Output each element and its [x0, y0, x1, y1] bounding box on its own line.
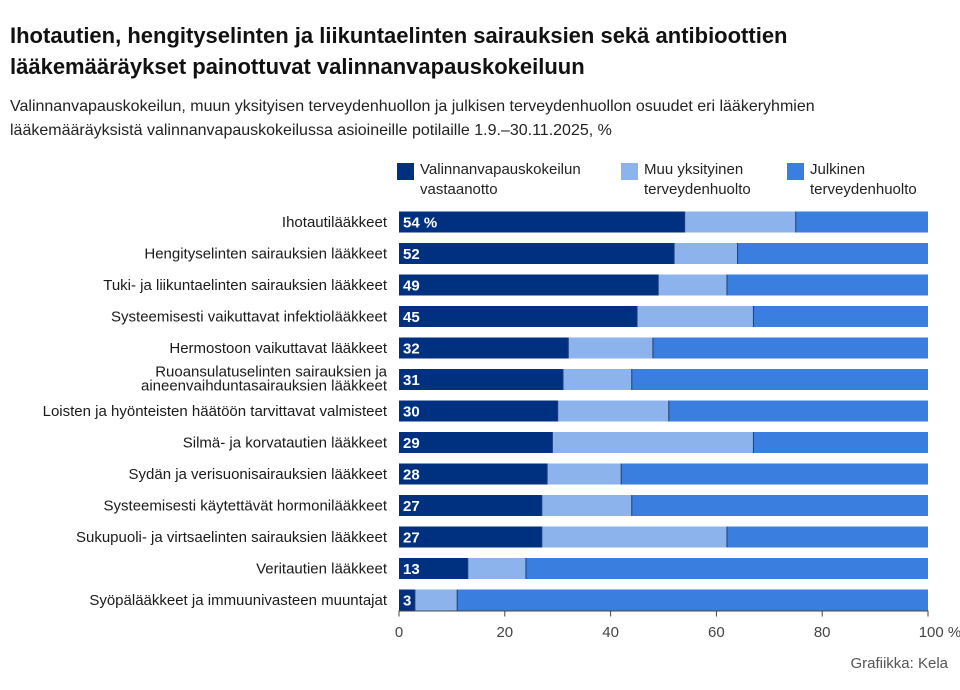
bar-muu-yksityinen — [547, 463, 622, 485]
bar-muu-yksityinen — [552, 432, 754, 453]
x-tick-label: 40 — [602, 624, 619, 641]
bar-julkinen — [668, 400, 928, 422]
category-label-line: aineenvaihduntasairauksien lääkkeet — [141, 378, 388, 395]
bar-julkinen — [726, 274, 928, 296]
legend-item-julkinen: Julkinen terveydenhuolto — [787, 160, 917, 200]
bar-valinnanvapaus — [399, 432, 553, 453]
category-label: Systeemisesti vaikuttavat infektiolääkke… — [111, 309, 388, 326]
bar-julkinen — [457, 589, 928, 611]
bar-muu-yksityinen — [637, 306, 754, 327]
data-label: 27 — [403, 530, 420, 547]
legend-label-julkinen: Julkinen terveydenhuolto — [810, 161, 917, 198]
category-label: Syöpälääkkeet ja immuunivasteen muuntaja… — [89, 592, 388, 609]
bar-valinnanvapaus — [399, 558, 468, 579]
bar-muu-yksityinen — [541, 526, 727, 548]
legend-item-valinnanvapaus: Valinnanvapauskokeilun vastaanotto — [397, 160, 581, 200]
bar-muu-yksityinen — [684, 211, 796, 233]
bar-muu-yksityinen — [467, 558, 526, 579]
category-label: Loisten ja hyönteisten häätöön tarvittav… — [43, 403, 388, 420]
data-label: 3 — [403, 593, 411, 610]
x-tick-label: 20 — [496, 624, 513, 641]
bar-valinnanvapaus — [399, 589, 415, 611]
bar-muu-yksityinen — [541, 495, 632, 516]
data-label: 28 — [403, 467, 420, 484]
bar-valinnanvapaus — [399, 274, 659, 296]
bar-muu-yksityinen — [562, 369, 632, 390]
legend-label-muu-yksityinen: Muu yksityinen terveydenhuolto — [644, 161, 751, 198]
bar-julkinen — [753, 432, 928, 453]
bar-julkinen — [753, 306, 928, 327]
category-label: Ihotautilääkkeet — [282, 214, 388, 231]
legend-label-valinnanvapaus: Valinnanvapauskokeilun vastaanotto — [420, 161, 581, 198]
bar-julkinen — [525, 558, 928, 579]
category-label-line: Ruoansulatuselinten sairauksien ja — [155, 364, 387, 381]
bar-valinnanvapaus — [399, 495, 542, 516]
category-label: Tuki- ja liikuntaelinten sairauksien lää… — [103, 277, 388, 294]
bar-valinnanvapaus — [399, 211, 685, 233]
data-label: 29 — [403, 435, 420, 452]
category-label: Veritautien lääkkeet — [256, 561, 388, 578]
category-label: Hengityselinten sairauksien lääkkeet — [144, 246, 387, 263]
bar-julkinen — [631, 369, 928, 390]
bar-muu-yksityinen — [658, 274, 727, 296]
bar-julkinen — [737, 243, 928, 264]
x-tick-label: 60 — [708, 624, 725, 641]
bar-valinnanvapaus — [399, 243, 675, 264]
legend-item-muu-yksityinen: Muu yksityinen terveydenhuolto — [621, 160, 751, 200]
x-tick-label: 100 % — [919, 624, 960, 641]
bar-muu-yksityinen — [568, 337, 653, 359]
bar-muu-yksityinen — [674, 243, 738, 264]
chart-subtitle: Valinnanvapauskokeilun, muun yksityisen … — [10, 98, 815, 139]
source-credit: Grafiikka: Kela — [850, 655, 948, 672]
chart-legend: Valinnanvapauskokeilun vastaanotto Muu y… — [0, 160, 960, 200]
category-label: Sukupuoli- ja virtsaelinten sairauksien … — [76, 529, 388, 546]
legend-swatch-julkinen — [787, 163, 804, 180]
bar-muu-yksityinen — [557, 400, 669, 422]
bar-julkinen — [621, 463, 928, 485]
category-label: Ruoansulatuselinten sairauksien ja aineen… — [141, 364, 388, 395]
data-label: 54 % — [403, 215, 437, 232]
data-label: 30 — [403, 404, 420, 421]
category-label: Sydän ja verisuonisairauksien lääkkeet — [129, 466, 388, 483]
bar-julkinen — [631, 495, 928, 516]
data-label: 27 — [403, 498, 420, 515]
data-label: 52 — [403, 246, 420, 263]
legend-swatch-muu-yksityinen — [621, 163, 638, 180]
bar-julkinen — [795, 211, 928, 233]
bar-valinnanvapaus — [399, 526, 542, 548]
x-tick-label: 0 — [395, 624, 403, 641]
bar-valinnanvapaus — [399, 337, 569, 359]
bar-julkinen — [652, 337, 928, 359]
data-label: 45 — [403, 309, 420, 326]
category-label: Systeemisesti käytettävät hormonilääkkee… — [104, 498, 388, 515]
data-label: 49 — [403, 278, 420, 295]
category-label: Hermostoon vaikuttavat lääkkeet — [169, 340, 387, 357]
bar-valinnanvapaus — [399, 463, 548, 485]
chart-title: Ihotautien, hengityselinten ja liikuntae… — [10, 23, 788, 79]
x-tick-label: 80 — [814, 624, 831, 641]
bar-valinnanvapaus — [399, 400, 558, 422]
data-label: 31 — [403, 372, 420, 389]
data-label: 13 — [403, 561, 420, 578]
legend-swatch-valinnanvapaus — [397, 163, 414, 180]
bar-muu-yksityinen — [414, 589, 458, 611]
data-label: 32 — [403, 341, 420, 358]
category-label: Silmä- ja korvatautien lääkkeet — [183, 435, 388, 452]
bar-valinnanvapaus — [399, 306, 638, 327]
bar-valinnanvapaus — [399, 369, 563, 390]
bar-julkinen — [726, 526, 928, 548]
